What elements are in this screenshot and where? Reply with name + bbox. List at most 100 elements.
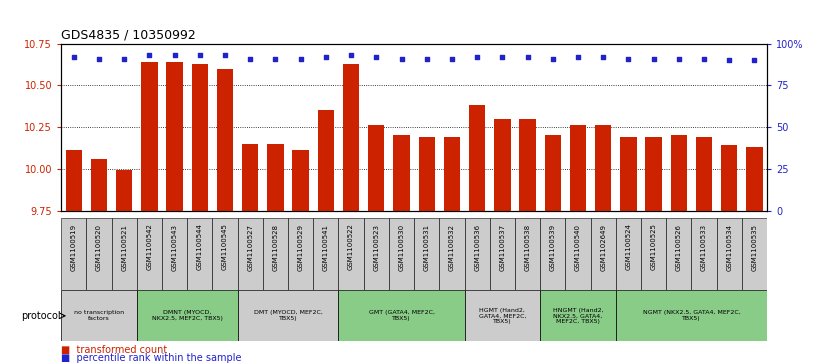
Bar <box>464 218 490 290</box>
Point <box>193 52 206 58</box>
Text: DMT (MYOCD, MEF2C,
TBX5): DMT (MYOCD, MEF2C, TBX5) <box>254 310 322 321</box>
Point <box>219 52 232 58</box>
Text: NGMT (NKX2.5, GATA4, MEF2C,
TBX5): NGMT (NKX2.5, GATA4, MEF2C, TBX5) <box>642 310 740 321</box>
Bar <box>393 135 410 211</box>
Bar <box>292 150 309 211</box>
Text: GSM1100528: GSM1100528 <box>273 224 278 270</box>
Point <box>647 56 660 61</box>
Text: GSM1100533: GSM1100533 <box>701 224 707 271</box>
Text: GSM1100540: GSM1100540 <box>575 224 581 270</box>
Bar <box>91 159 107 211</box>
Bar <box>317 110 334 211</box>
Point <box>571 54 584 60</box>
Bar <box>595 125 611 211</box>
Bar <box>242 144 259 211</box>
Point <box>596 54 610 60</box>
Text: GSM1100542: GSM1100542 <box>146 224 153 270</box>
Bar <box>515 218 540 290</box>
Bar <box>620 137 636 211</box>
Point <box>92 56 105 61</box>
Bar <box>237 218 263 290</box>
Text: no transcription
factors: no transcription factors <box>74 310 124 321</box>
Point <box>168 52 181 58</box>
Bar <box>666 218 691 290</box>
Text: GSM1100522: GSM1100522 <box>348 224 354 270</box>
Bar <box>691 218 716 290</box>
Bar <box>721 146 738 211</box>
Text: GSM1100526: GSM1100526 <box>676 224 682 270</box>
Bar <box>166 62 183 211</box>
Bar <box>288 218 313 290</box>
Text: GSM1100524: GSM1100524 <box>625 224 632 270</box>
Bar <box>368 125 384 211</box>
Point <box>622 56 635 61</box>
Bar <box>540 218 565 290</box>
Text: GSM1100531: GSM1100531 <box>424 224 430 271</box>
Point <box>471 54 484 60</box>
Bar <box>112 218 137 290</box>
Text: GMT (GATA4, MEF2C,
TBX5): GMT (GATA4, MEF2C, TBX5) <box>369 310 434 321</box>
Text: GSM1100519: GSM1100519 <box>71 224 77 271</box>
Text: GSM1100536: GSM1100536 <box>474 224 480 271</box>
Point <box>672 56 685 61</box>
Text: protocol: protocol <box>21 311 60 321</box>
Bar <box>616 290 767 341</box>
Point <box>446 56 459 61</box>
Bar <box>237 290 339 341</box>
Text: GSM1100544: GSM1100544 <box>197 224 203 270</box>
Bar <box>162 218 187 290</box>
Bar <box>187 218 212 290</box>
Bar <box>494 119 511 211</box>
Point <box>496 54 509 60</box>
Bar <box>339 218 364 290</box>
Point <box>269 56 282 61</box>
Text: GSM1100539: GSM1100539 <box>550 224 556 271</box>
Bar <box>364 218 389 290</box>
Text: GSM1100545: GSM1100545 <box>222 224 228 270</box>
Text: HNGMT (Hand2,
NKX2.5, GATA4,
MEF2C, TBX5): HNGMT (Hand2, NKX2.5, GATA4, MEF2C, TBX5… <box>552 307 603 324</box>
Bar <box>696 137 712 211</box>
Point <box>748 57 761 63</box>
Point <box>698 56 711 61</box>
Bar <box>716 218 742 290</box>
Bar <box>137 218 162 290</box>
Point <box>420 56 433 61</box>
Bar <box>263 218 288 290</box>
Text: GSM1100525: GSM1100525 <box>650 224 657 270</box>
Bar <box>645 137 662 211</box>
Text: GSM1100529: GSM1100529 <box>298 224 304 270</box>
Bar <box>742 218 767 290</box>
Text: DMNT (MYOCD,
NKX2.5, MEF2C, TBX5): DMNT (MYOCD, NKX2.5, MEF2C, TBX5) <box>152 310 223 321</box>
Point <box>723 57 736 63</box>
Bar <box>439 218 464 290</box>
Bar <box>86 218 112 290</box>
Point <box>118 56 131 61</box>
Text: ■  percentile rank within the sample: ■ percentile rank within the sample <box>61 353 242 363</box>
Bar <box>217 69 233 211</box>
Bar <box>339 290 464 341</box>
Bar <box>641 218 666 290</box>
Bar <box>414 218 439 290</box>
Bar <box>519 119 536 211</box>
Text: GSM1100523: GSM1100523 <box>373 224 379 270</box>
Text: GSM1100538: GSM1100538 <box>525 224 530 271</box>
Bar <box>419 137 435 211</box>
Point <box>370 54 383 60</box>
Bar <box>671 135 687 211</box>
Bar <box>540 290 616 341</box>
Text: ■  transformed count: ■ transformed count <box>61 345 167 355</box>
Bar <box>444 137 460 211</box>
Point <box>143 52 156 58</box>
Point <box>294 56 307 61</box>
Text: GDS4835 / 10350992: GDS4835 / 10350992 <box>61 28 196 41</box>
Text: GSM1100532: GSM1100532 <box>449 224 455 270</box>
Point <box>344 52 357 58</box>
Bar <box>141 62 157 211</box>
Point <box>395 56 408 61</box>
Bar <box>591 218 616 290</box>
Text: GSM1100520: GSM1100520 <box>96 224 102 270</box>
Text: GSM1100521: GSM1100521 <box>122 224 127 270</box>
Bar <box>192 64 208 211</box>
Bar <box>616 218 641 290</box>
Text: GSM1100541: GSM1100541 <box>323 224 329 270</box>
